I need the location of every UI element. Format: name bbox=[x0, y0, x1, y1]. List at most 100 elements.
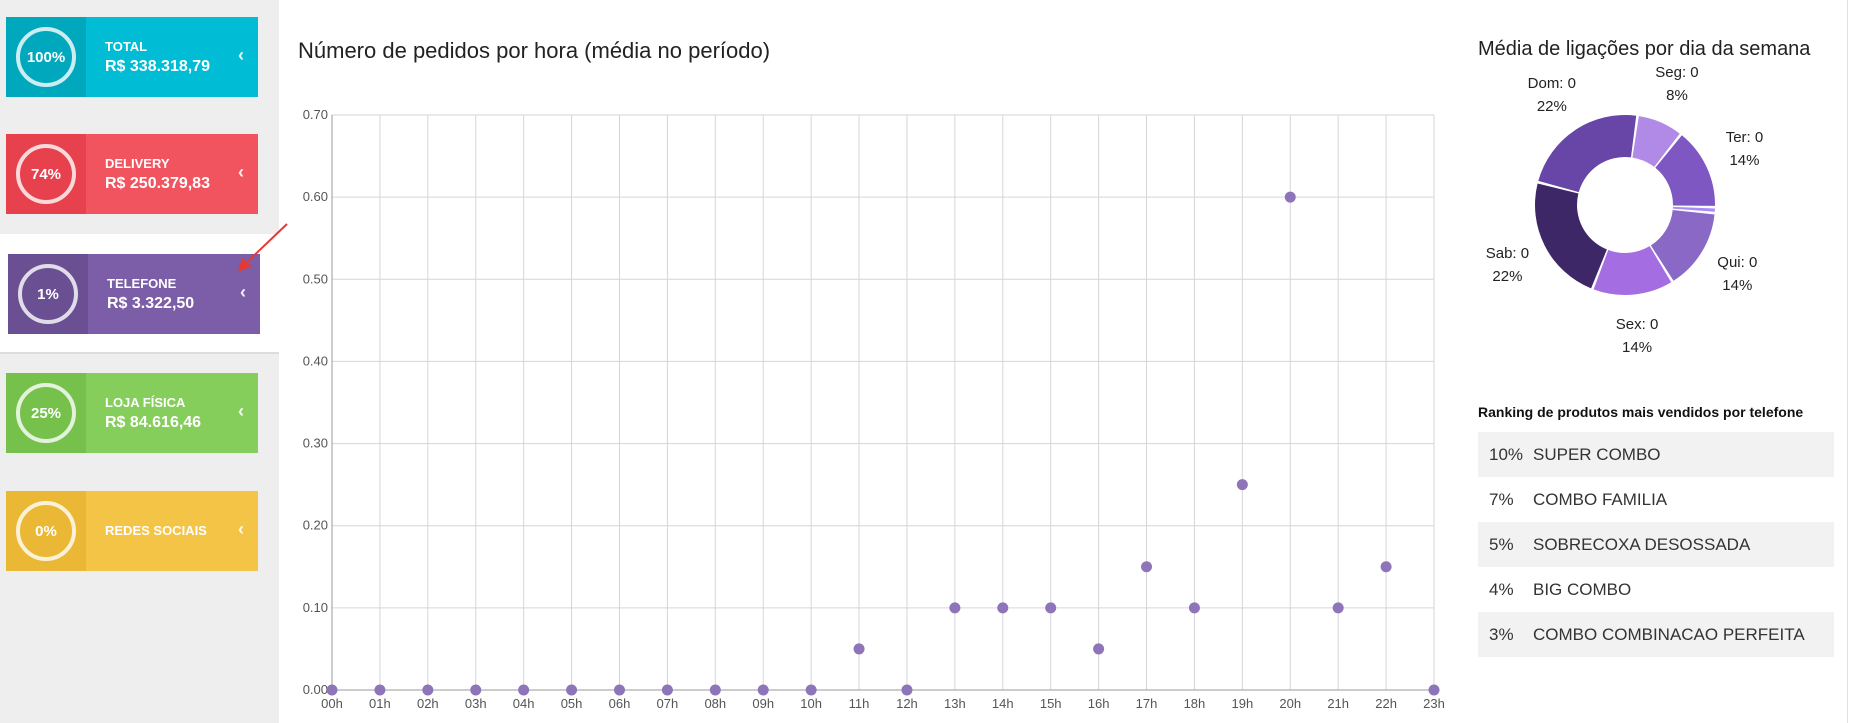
data-point bbox=[518, 684, 530, 696]
card-label: TOTAL bbox=[105, 39, 148, 54]
data-point bbox=[374, 684, 386, 696]
x-tick-label: 06h bbox=[609, 696, 631, 711]
donut-chart bbox=[1535, 115, 1715, 295]
pie-label-percent: 22% bbox=[1492, 267, 1523, 285]
pie-slice bbox=[1650, 210, 1715, 281]
data-point bbox=[901, 684, 913, 696]
card-delivery[interactable]: 74% DELIVERY R$ 250.379,83 ‹ bbox=[6, 134, 258, 214]
pie-label-category: Sex: 0 bbox=[1615, 316, 1659, 334]
card-total[interactable]: 100% TOTAL R$ 338.318,79 ‹ bbox=[6, 17, 258, 97]
pie-label-category: Seg: 0 bbox=[1655, 63, 1699, 81]
data-point bbox=[1093, 643, 1105, 655]
y-tick-label: 0.40 bbox=[303, 353, 328, 368]
data-point bbox=[1141, 561, 1153, 573]
progress-ring: 100% bbox=[16, 27, 76, 87]
data-point bbox=[709, 684, 721, 696]
progress-ring: 25% bbox=[16, 383, 76, 443]
pie-slice bbox=[1535, 183, 1607, 289]
data-point bbox=[853, 643, 865, 655]
pie-slice bbox=[1672, 206, 1715, 212]
list-item: 3% COMBO COMBINACAO PERFEITA bbox=[1478, 612, 1834, 657]
y-tick-label: 0.60 bbox=[303, 189, 328, 204]
ranking-percent: 4% bbox=[1489, 579, 1514, 599]
x-tick-label: 04h bbox=[513, 696, 535, 711]
x-tick-label: 14h bbox=[992, 696, 1014, 711]
x-tick-label: 00h bbox=[321, 696, 343, 711]
chevron-left-icon[interactable]: ‹ bbox=[238, 45, 244, 65]
ranking-name: SOBRECOXA DESOSSADA bbox=[1533, 534, 1751, 554]
ranking-list: 10% SUPER COMBO 7% COMBO FAMILIA 5% SOBRECO… bbox=[1478, 432, 1834, 657]
card-telefone[interactable]: 1% TELEFONE R$ 3.322,50 ‹ bbox=[8, 254, 260, 334]
data-point bbox=[1380, 561, 1392, 573]
x-tick-label: 13h bbox=[944, 696, 966, 711]
x-tick-label: 17h bbox=[1136, 696, 1158, 711]
ranking-percent: 7% bbox=[1489, 489, 1514, 509]
x-tick-label: 10h bbox=[800, 696, 822, 711]
card-loja-fisica[interactable]: 25% LOJA FÍSICA R$ 84.616,46 ‹ bbox=[6, 373, 258, 453]
progress-ring: 74% bbox=[16, 144, 76, 204]
card-value: R$ 3.322,50 bbox=[107, 295, 195, 312]
pie-label-percent: 8% bbox=[1666, 86, 1688, 104]
data-point bbox=[613, 684, 625, 696]
x-tick-label: 15h bbox=[1040, 696, 1062, 711]
card-telefone-percent-box: 1% bbox=[8, 254, 88, 334]
list-item: 7% COMBO FAMILIA bbox=[1478, 477, 1834, 522]
y-tick-label: 0.30 bbox=[303, 436, 328, 451]
chevron-left-icon[interactable]: ‹ bbox=[240, 282, 246, 302]
card-label: TELEFONE bbox=[107, 276, 177, 291]
ranking-name: COMBO COMBINACAO PERFEITA bbox=[1533, 624, 1805, 644]
pie-label: Sex: 0 14% bbox=[1592, 313, 1682, 359]
progress-ring: 0% bbox=[16, 501, 76, 561]
data-point bbox=[566, 684, 578, 696]
card-redes-sociais[interactable]: 0% REDES SOCIAIS ‹ bbox=[6, 491, 258, 571]
data-point bbox=[422, 684, 434, 696]
pie-label: Seg: 0 8% bbox=[1632, 61, 1722, 107]
pie-slice bbox=[1538, 115, 1637, 193]
pie-slice bbox=[1655, 135, 1715, 206]
data-point bbox=[1428, 684, 1440, 696]
data-point bbox=[805, 684, 817, 696]
data-point bbox=[1284, 191, 1296, 203]
pie-label-percent: 14% bbox=[1622, 339, 1653, 357]
ranking-percent: 5% bbox=[1489, 534, 1514, 554]
x-tick-label: 02h bbox=[417, 696, 439, 711]
chevron-left-icon[interactable]: ‹ bbox=[238, 519, 244, 539]
card-label: REDES SOCIAIS bbox=[105, 523, 207, 538]
x-tick-label: 05h bbox=[561, 696, 583, 711]
ranking-name: BIG COMBO bbox=[1533, 579, 1632, 599]
pie-label-percent: 14% bbox=[1729, 151, 1760, 169]
pie-chart-title: Média de ligações por dia da semana bbox=[1478, 38, 1811, 60]
y-tick-label: 0.00 bbox=[303, 682, 328, 697]
list-item: 5% SOBRECOXA DESOSSADA bbox=[1478, 522, 1834, 567]
x-tick-label: 03h bbox=[465, 696, 487, 711]
chart-title: Número de pedidos por hora (média no per… bbox=[298, 38, 771, 63]
chevron-left-icon[interactable]: ‹ bbox=[238, 162, 244, 182]
pie-label: Sab: 0 22% bbox=[1462, 242, 1552, 288]
pie-label-category: Ter: 0 bbox=[1725, 128, 1764, 146]
right-divider bbox=[1847, 0, 1848, 723]
pie-label-category: Sab: 0 bbox=[1485, 244, 1530, 262]
card-value: R$ 338.318,79 bbox=[105, 58, 210, 75]
chevron-left-icon[interactable]: ‹ bbox=[238, 401, 244, 421]
x-tick-label: 18h bbox=[1184, 696, 1206, 711]
x-tick-label: 22h bbox=[1375, 696, 1397, 711]
list-item: 4% BIG COMBO bbox=[1478, 567, 1834, 612]
pie-label-category: Qui: 0 bbox=[1717, 254, 1758, 272]
data-point bbox=[470, 684, 482, 696]
ranking-percent: 3% bbox=[1489, 624, 1514, 644]
data-point bbox=[757, 684, 769, 696]
y-tick-label: 0.70 bbox=[303, 107, 328, 122]
pie-label: Ter: 0 14% bbox=[1699, 126, 1789, 172]
list-item: 10% SUPER COMBO bbox=[1478, 432, 1834, 477]
card-label: DELIVERY bbox=[105, 156, 170, 171]
pie-label-percent: 22% bbox=[1536, 98, 1567, 116]
x-tick-label: 19h bbox=[1231, 696, 1253, 711]
x-tick-label: 09h bbox=[752, 696, 774, 711]
progress-ring: 1% bbox=[18, 264, 78, 324]
x-tick-label: 07h bbox=[657, 696, 679, 711]
data-point bbox=[1236, 479, 1248, 491]
data-point bbox=[1045, 602, 1057, 614]
x-tick-label: 20h bbox=[1279, 696, 1301, 711]
data-point bbox=[661, 684, 673, 696]
data-point bbox=[1188, 602, 1200, 614]
